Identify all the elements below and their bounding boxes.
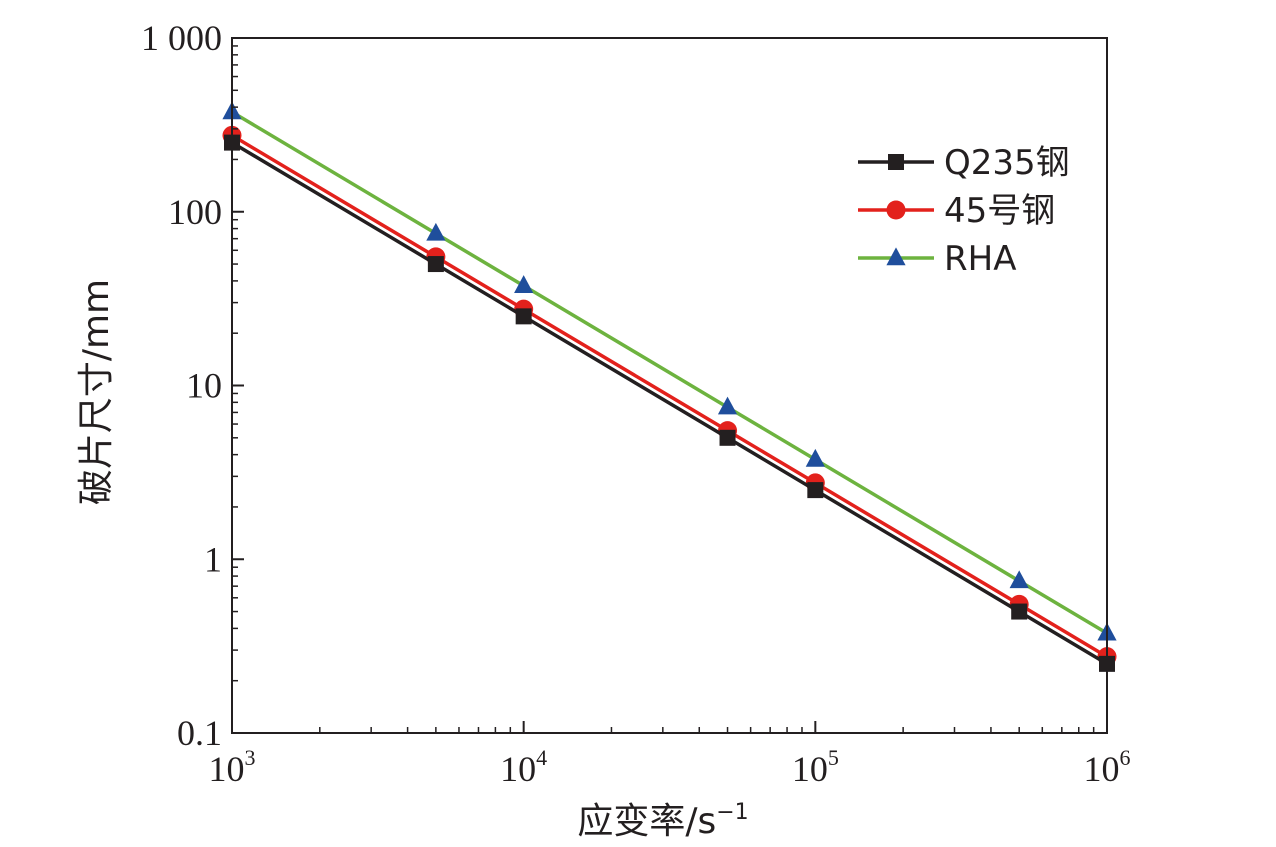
x-tick-exponent: 6: [1120, 745, 1131, 770]
data-point-square: [807, 482, 824, 499]
data-point-triangle: [514, 275, 534, 293]
data-point-square: [427, 256, 444, 273]
series-layer: [222, 101, 1117, 672]
x-tick-base: 10: [209, 749, 245, 789]
x-tick-base: 10: [1084, 749, 1120, 789]
legend-label: Q235钢: [944, 143, 1070, 183]
x-tick-exponent: 3: [245, 745, 256, 770]
data-point-square: [1011, 603, 1028, 620]
x-tick-label: 106: [1084, 745, 1131, 789]
legend: Q235钢 45号钢 RHA: [858, 143, 1070, 279]
y-tick-label: 0.1: [177, 713, 222, 753]
data-point-square: [515, 308, 532, 325]
x-tick-exponent: 5: [828, 745, 839, 770]
x-tick-base: 10: [500, 749, 536, 789]
legend-entry: RHA: [858, 239, 1016, 279]
legend-label: RHA: [944, 239, 1016, 279]
x-axis-title-main: 应变率/s: [577, 801, 716, 842]
data-point-triangle: [886, 247, 906, 266]
x-tick-base: 10: [792, 749, 828, 789]
data-point-square: [719, 429, 736, 446]
x-tick-label: 105: [792, 745, 839, 789]
data-point-triangle: [1009, 570, 1029, 589]
y-tick-label: 1 000: [141, 18, 222, 58]
x-axis-title-superscript: −1: [716, 800, 748, 825]
data-point-triangle: [426, 222, 446, 241]
x-tick-label: 104: [500, 745, 547, 789]
legend-entry: Q235钢: [858, 143, 1070, 183]
y-tick-label: 10: [186, 366, 222, 406]
data-point-triangle: [805, 448, 825, 467]
data-point-square: [888, 154, 904, 170]
legend-label: 45号钢: [944, 191, 1055, 231]
data-point-triangle: [717, 396, 738, 415]
x-tick-label: 103: [209, 745, 256, 789]
y-axis-title: 破片尺寸/mm: [76, 279, 117, 505]
y-tick-label: 100: [168, 192, 222, 232]
data-point-circle: [886, 200, 906, 220]
legend-entry: 45号钢: [858, 191, 1055, 231]
x-axis-title: 应变率/s−1: [577, 800, 748, 842]
x-tick-exponent: 4: [536, 745, 547, 770]
y-tick-label: 1: [204, 539, 222, 579]
